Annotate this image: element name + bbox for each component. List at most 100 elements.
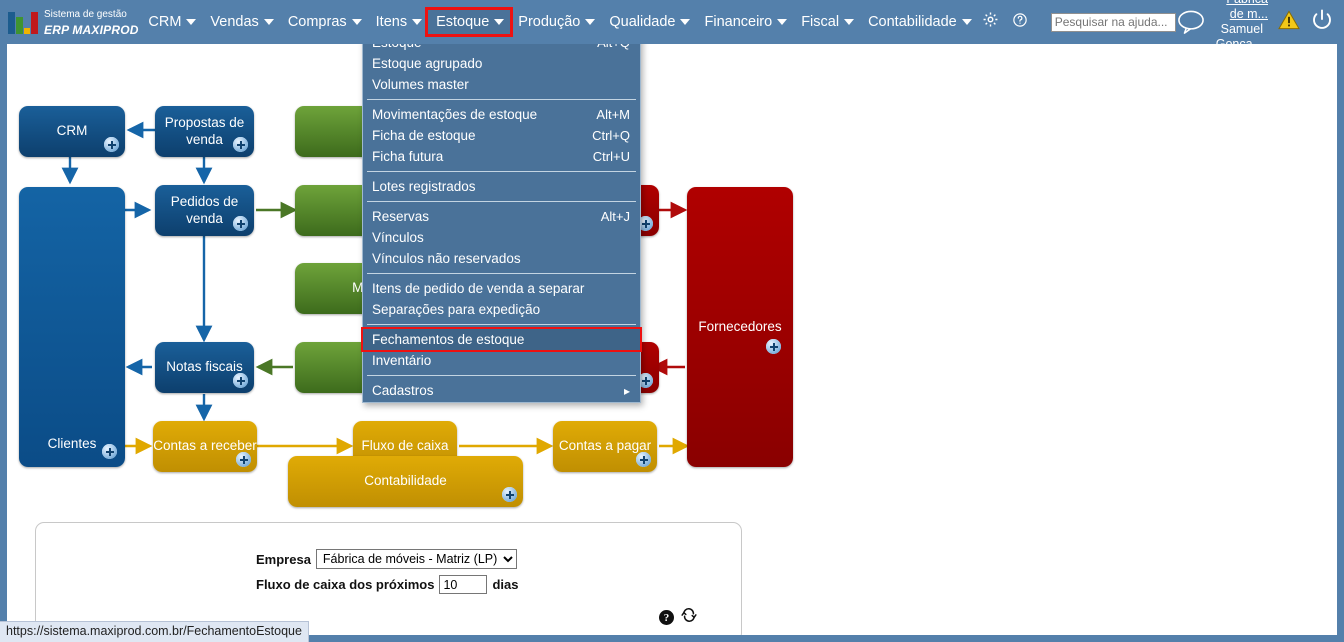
menu-item-label: Separações para expedição: [372, 302, 541, 317]
settings-menu[interactable]: [978, 11, 1008, 33]
add-icon[interactable]: [233, 137, 248, 152]
menu-item-label: Vínculos: [372, 230, 424, 245]
fluxo-label: Fluxo de caixa dos próximos: [256, 577, 435, 592]
user-account-block[interactable]: Fábrica de m... Samuel Gonça...: [1216, 0, 1268, 52]
chevron-down-icon: [412, 19, 423, 25]
flow-node-crm[interactable]: CRM: [19, 106, 125, 157]
menu-separator: [367, 273, 636, 274]
chevron-down-icon: [961, 19, 972, 25]
flow-node-contas-a-receber[interactable]: Contas a receber: [153, 421, 257, 472]
app-logo[interactable]: Sistema de gestão ERP MAXIPROD: [0, 0, 140, 44]
flow-node-label: CRM: [56, 123, 88, 139]
flow-node-notas-fiscais[interactable]: Notas fiscais: [155, 342, 254, 393]
flow-node-contabilidade[interactable]: Contabilidade: [288, 456, 523, 507]
menu-item-fechamentos-de-estoque[interactable]: Fechamentos de estoque: [361, 327, 642, 352]
menu-financeiro[interactable]: Financeiro: [696, 0, 793, 44]
chevron-down-icon: [777, 19, 788, 25]
menu-item-label: Lotes registrados: [372, 179, 476, 194]
fluxo-row: Fluxo de caixa dos próximos dias: [256, 575, 518, 594]
menu-separator: [367, 99, 636, 100]
flow-node-pedidos-venda[interactable]: Pedidos de venda: [155, 185, 254, 236]
flow-node-label: Pedidos de venda: [170, 193, 239, 226]
flow-node-label: Propostas de venda: [164, 114, 245, 147]
add-icon[interactable]: [236, 452, 251, 467]
menu-item-ficha-futura[interactable]: Ficha futura Ctrl+U: [363, 146, 640, 167]
menu-item-movimentacoes-de-estoque[interactable]: Movimentações de estoque Alt+M: [363, 104, 640, 125]
search-input[interactable]: [1050, 12, 1176, 32]
menu-item-label: Ficha futura: [372, 149, 444, 164]
add-icon[interactable]: [233, 216, 248, 231]
menu-item-estoque-agrupado[interactable]: Estoque agrupado: [363, 53, 640, 74]
refresh-icon[interactable]: [681, 607, 697, 628]
menu-itens-label: Itens: [375, 14, 408, 30]
logo-line1: Sistema de gestão: [44, 9, 127, 21]
add-icon[interactable]: [104, 137, 119, 152]
erp-flowchart: CRM Propostas de venda Clientes Pedidos …: [7, 44, 1337, 514]
menu-item-label: Estoque: [372, 44, 422, 50]
flow-node-propostas[interactable]: Propostas de venda: [155, 106, 254, 157]
gear-icon: [982, 11, 999, 33]
menu-estoque[interactable]: Estoque: [425, 0, 514, 44]
question-circle-icon: [1012, 12, 1028, 33]
add-icon[interactable]: [638, 216, 653, 231]
menu-vendas[interactable]: Vendas: [202, 0, 279, 44]
company-link[interactable]: Fábrica de m...: [1226, 0, 1268, 21]
flowchart-arrows: [61, 121, 690, 455]
menu-qualidade[interactable]: Qualidade: [601, 0, 696, 44]
menu-item-label: Cadastros: [372, 383, 434, 398]
menu-item-label: Estoque agrupado: [372, 56, 483, 71]
help-menu[interactable]: [1008, 12, 1037, 33]
menu-item-vinculos[interactable]: Vínculos: [363, 227, 640, 248]
empresa-row: Empresa Fábrica de móveis - Matriz (LP): [256, 549, 517, 569]
add-icon[interactable]: [502, 487, 517, 502]
menu-fiscal[interactable]: Fiscal: [793, 0, 860, 44]
menu-item-shortcut: Ctrl+Q: [592, 128, 630, 143]
menu-item-label: Volumes master: [372, 77, 469, 92]
add-icon[interactable]: [636, 452, 651, 467]
menu-item-vinculos-nao-reservados[interactable]: Vínculos não reservados: [363, 248, 640, 269]
menu-item-shortcut: Alt+M: [596, 107, 630, 122]
flow-node-clientes[interactable]: Clientes: [19, 187, 125, 467]
add-icon[interactable]: [638, 373, 653, 388]
menu-item-lotes-registrados[interactable]: Lotes registrados: [363, 176, 640, 197]
flow-node-label: Contas a pagar: [558, 438, 652, 454]
menu-item-estoque[interactable]: Estoque Alt+Q: [363, 44, 640, 53]
browser-frame: CRM Propostas de venda Clientes Pedidos …: [0, 44, 1344, 642]
logo-line2: ERP MAXIPROD: [44, 23, 139, 37]
warning-triangle-icon[interactable]: [1278, 9, 1300, 35]
menu-item-reservas[interactable]: Reservas Alt+J: [363, 206, 640, 227]
question-mark-icon[interactable]: ?: [659, 610, 674, 625]
cash-flow-panel: Empresa Fábrica de móveis - Matriz (LP) …: [35, 522, 742, 635]
menu-item-separacoes-para-expedicao[interactable]: Separações para expedição: [363, 299, 640, 320]
menu-compras[interactable]: Compras: [280, 0, 368, 44]
menu-compras-label: Compras: [287, 14, 347, 30]
menu-itens[interactable]: Itens: [368, 0, 428, 44]
menu-contabilidade[interactable]: Contabilidade: [860, 0, 978, 44]
menu-producao[interactable]: Produção: [510, 0, 601, 44]
chevron-down-icon: [494, 19, 505, 25]
dias-input[interactable]: [439, 575, 488, 594]
empresa-select[interactable]: Fábrica de móveis - Matriz (LP): [315, 549, 517, 569]
flow-node-label: Notas fiscais: [166, 359, 243, 375]
logo-bars-icon: [8, 10, 38, 34]
flow-node-label: Fluxo de caixa: [361, 438, 449, 454]
add-icon[interactable]: [102, 444, 117, 459]
add-icon[interactable]: [233, 373, 248, 388]
menu-item-cadastros[interactable]: Cadastros: [363, 380, 640, 401]
menu-item-itens-de-pedido-de-venda-a-separar[interactable]: Itens de pedido de venda a separar: [363, 278, 640, 299]
menu-item-inventario[interactable]: Inventário: [363, 350, 640, 371]
menu-item-ficha-de-estoque[interactable]: Ficha de estoque Ctrl+Q: [363, 125, 640, 146]
flow-node-label: Clientes: [47, 436, 97, 452]
menu-item-volumes-master[interactable]: Volumes master: [363, 74, 640, 95]
power-icon[interactable]: [1310, 8, 1334, 37]
chevron-down-icon: [351, 19, 362, 25]
flow-node-label: Fornecedores: [698, 318, 782, 334]
top-menu-bar: Sistema de gestão ERP MAXIPROD CRM Venda…: [0, 0, 1344, 51]
menu-separator: [367, 375, 636, 376]
menu-crm[interactable]: CRM: [140, 0, 202, 44]
flow-node-contas-a-pagar[interactable]: Contas a pagar: [553, 421, 657, 472]
add-icon[interactable]: [766, 339, 781, 354]
menu-contabilidade-label: Contabilidade: [868, 14, 957, 30]
flow-node-fornecedores[interactable]: Fornecedores: [687, 187, 793, 467]
chat-bubble-icon[interactable]: [1176, 9, 1206, 35]
